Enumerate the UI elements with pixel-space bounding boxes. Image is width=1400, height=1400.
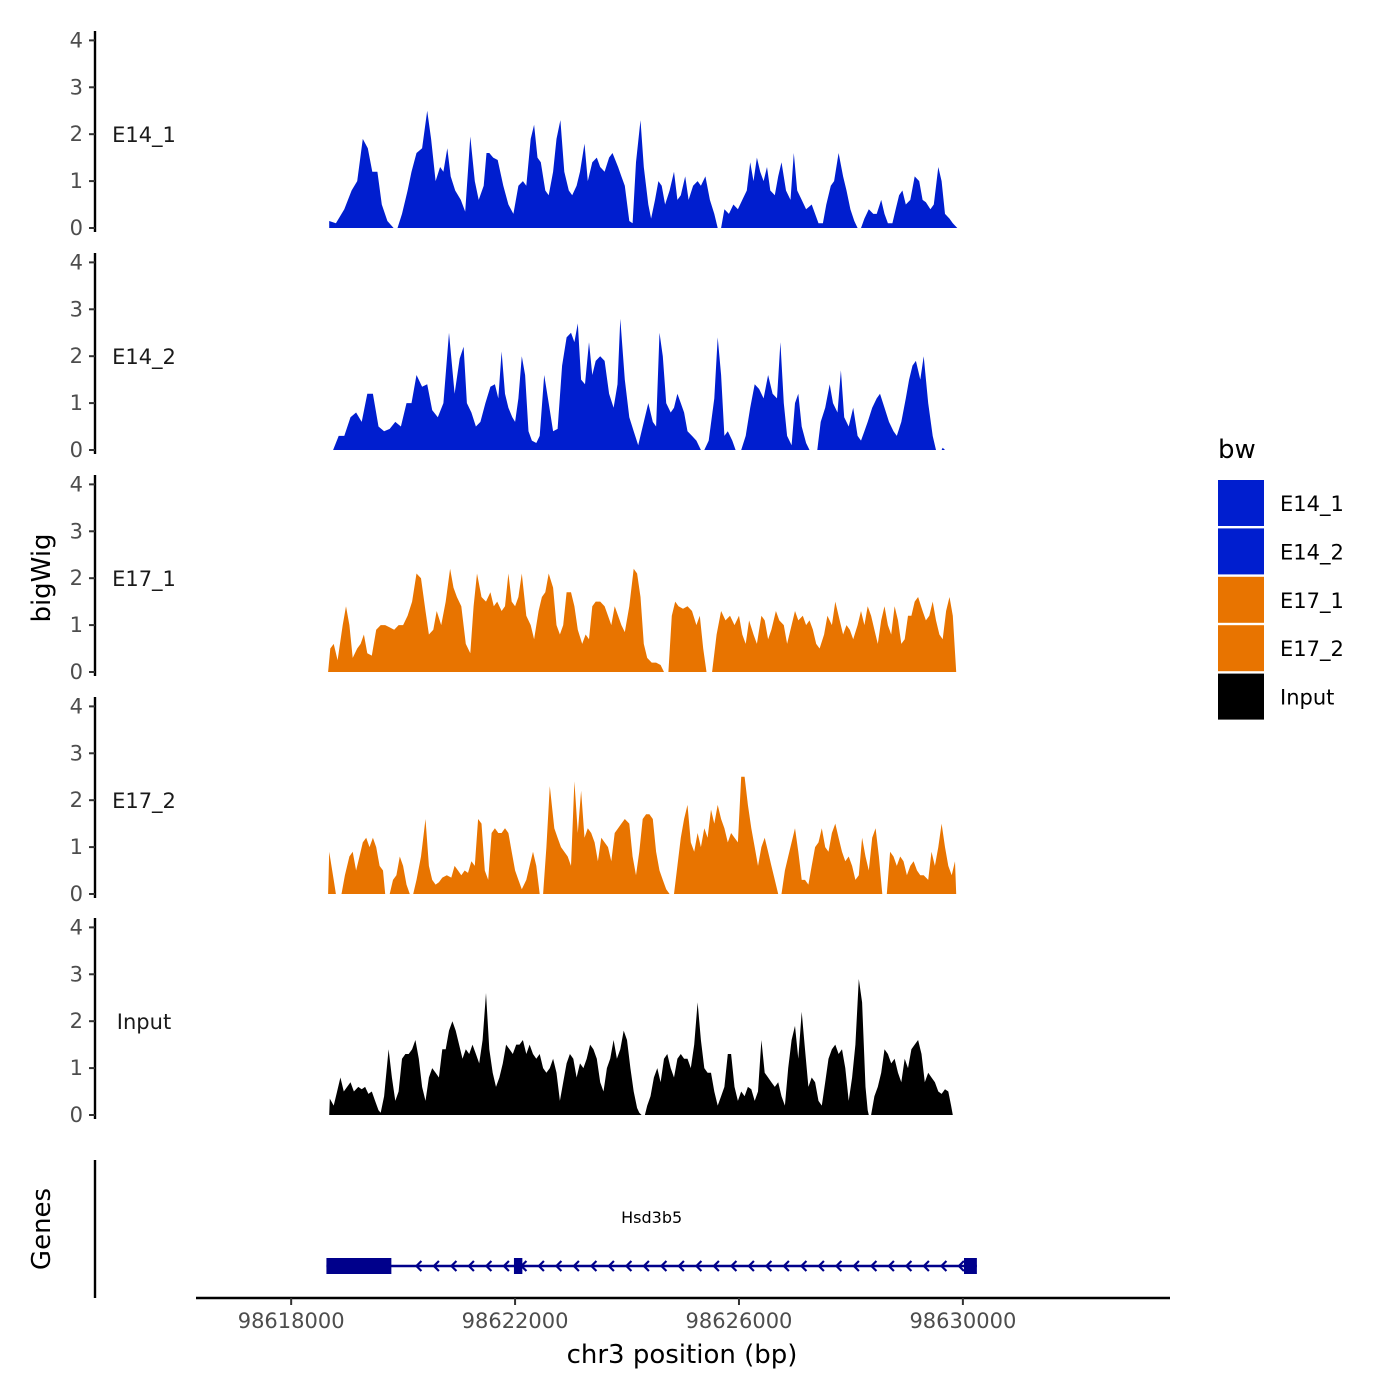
strand-arrow (589, 1260, 598, 1272)
legend-swatch (1218, 673, 1264, 720)
y-tick-label: 0 (70, 660, 83, 684)
y-tick-label: 4 (70, 28, 83, 52)
track-e17-2: 0 1 2 3 4 E17_2 (70, 694, 957, 906)
gene-exon (964, 1258, 977, 1274)
y-axis-title: bigWig (27, 533, 57, 622)
strand-arrow (467, 1260, 475, 1272)
y-tick-label: 3 (70, 962, 83, 986)
y-tick-label: 3 (70, 75, 83, 99)
x-axis: 98618000 98622000 98626000 98630000 (196, 1296, 1170, 1333)
y-tick-label: 2 (70, 566, 83, 590)
y-tick-label: 0 (70, 1103, 83, 1127)
legend-label: Input (1280, 686, 1334, 710)
coverage-area (328, 568, 957, 672)
y-tick-label: 0 (70, 438, 83, 462)
strand-arrow (852, 1260, 860, 1272)
legend-swatch (1218, 576, 1264, 623)
legend-label: E17_1 (1280, 589, 1344, 614)
x-tick-label: 98622000 (462, 1309, 569, 1333)
strand-arrow (957, 1260, 965, 1272)
legend-title: bw (1218, 435, 1256, 465)
track-label: Input (117, 1010, 171, 1034)
y-tick-label: 2 (70, 1009, 83, 1033)
track-label: E17_2 (112, 789, 176, 814)
strand-arrow (939, 1260, 948, 1272)
track-e14-1: 0 1 2 3 4 E14_1 (70, 28, 958, 240)
genes-axis-title: Genes (27, 1188, 57, 1270)
y-tick-label: 4 (70, 915, 83, 939)
y-tick-label: 1 (70, 1056, 83, 1080)
gene-exon (326, 1258, 392, 1274)
track-label: E14_2 (112, 345, 176, 370)
strand-arrow (502, 1260, 510, 1272)
y-tick-label: 0 (70, 882, 83, 906)
legend-label: E14_1 (1280, 492, 1344, 517)
strand-arrow (432, 1260, 440, 1272)
strand-arrow (799, 1260, 808, 1272)
x-axis-title: chr3 position (bp) (567, 1340, 798, 1370)
strand-arrow (887, 1260, 895, 1272)
strand-arrow (904, 1260, 913, 1272)
strand-arrow (747, 1260, 755, 1272)
strand-arrow (677, 1260, 685, 1272)
strand-arrow (712, 1260, 720, 1272)
y-tick-label: 1 (70, 169, 83, 193)
legend-swatch (1218, 625, 1264, 672)
strand-arrow (449, 1260, 458, 1272)
y-tick-label: 0 (70, 216, 83, 240)
strand-arrow (694, 1260, 703, 1272)
strand-arrow (834, 1260, 843, 1272)
track-e17-1: 0 1 2 3 4 E17_1 (70, 472, 957, 684)
strand-arrow (537, 1260, 545, 1272)
track-e14-2: 0 1 2 3 4 E14_2 (70, 250, 946, 462)
y-tick-label: 1 (70, 391, 83, 415)
y-tick-label: 3 (70, 741, 83, 765)
y-tick-label: 2 (70, 344, 83, 368)
y-tick-label: 3 (70, 519, 83, 543)
coverage-area (333, 318, 946, 450)
strand-arrow (659, 1260, 668, 1272)
x-tick-label: 98618000 (238, 1309, 345, 1333)
y-tick-label: 2 (70, 788, 83, 812)
gene-exon (513, 1258, 523, 1274)
strand-arrow (922, 1260, 930, 1272)
strand-arrow (607, 1260, 615, 1272)
legend: bw E14_1 E14_2 E17_1 E17_2 Input (1218, 435, 1344, 720)
legend-swatch (1218, 528, 1264, 575)
strand-arrow (869, 1260, 878, 1272)
strand-arrow (554, 1260, 563, 1272)
strand-arrow (817, 1260, 825, 1272)
track-label: E14_1 (112, 123, 176, 148)
strand-arrow (729, 1260, 738, 1272)
y-tick-label: 4 (70, 472, 83, 496)
strand-arrow (624, 1260, 633, 1272)
y-tick-label: 2 (70, 122, 83, 146)
track-input: 0 1 2 3 4 Input (70, 915, 953, 1127)
strand-arrow (484, 1260, 493, 1272)
strand-arrow (572, 1260, 580, 1272)
legend-swatch (1218, 480, 1264, 526)
legend-label: E14_2 (1280, 540, 1344, 565)
strand-arrow (642, 1260, 650, 1272)
strand-arrow (414, 1260, 423, 1272)
y-tick-label: 1 (70, 835, 83, 859)
genes-track: Hsd3b5 (93, 1160, 977, 1298)
legend-label: E17_2 (1280, 637, 1344, 662)
coverage-area (329, 110, 958, 228)
coverage-tracks: 0 1 2 3 4 E14_1 0 1 2 3 4 E14_2 0 1 2 3 4 E17_1 0 1 2 3 4 E17_2… (70, 28, 958, 1127)
track-label: E17_1 (112, 567, 176, 592)
strand-arrow (764, 1260, 773, 1272)
y-tick-label: 4 (70, 694, 83, 718)
y-tick-label: 4 (70, 250, 83, 274)
gene-name: Hsd3b5 (621, 1208, 682, 1227)
y-tick-label: 3 (70, 297, 83, 321)
strand-arrow (782, 1260, 790, 1272)
y-tick-label: 1 (70, 613, 83, 637)
coverage-area (328, 776, 957, 894)
coverage-area (329, 979, 953, 1115)
x-tick-label: 98630000 (909, 1309, 1016, 1333)
x-tick-label: 98626000 (686, 1309, 793, 1333)
